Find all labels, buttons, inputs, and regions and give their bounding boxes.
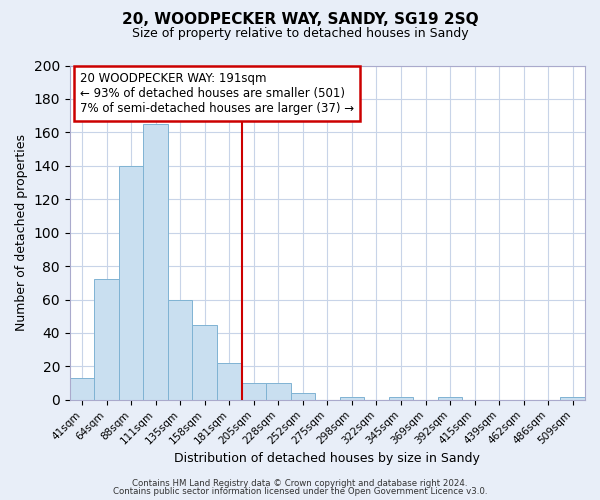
Text: Contains HM Land Registry data © Crown copyright and database right 2024.: Contains HM Land Registry data © Crown c… [132, 478, 468, 488]
Bar [94, 280, 119, 400]
Bar [168, 300, 193, 400]
Bar [290, 393, 315, 400]
Bar [193, 324, 217, 400]
Text: Contains public sector information licensed under the Open Government Licence v3: Contains public sector information licen… [113, 487, 487, 496]
Bar [340, 396, 364, 400]
X-axis label: Distribution of detached houses by size in Sandy: Distribution of detached houses by size … [175, 452, 481, 465]
Bar [70, 378, 94, 400]
Bar [266, 383, 290, 400]
Bar [438, 396, 463, 400]
Text: 20 WOODPECKER WAY: 191sqm
← 93% of detached houses are smaller (501)
7% of semi-: 20 WOODPECKER WAY: 191sqm ← 93% of detac… [80, 72, 354, 115]
Bar [560, 396, 585, 400]
Text: 20, WOODPECKER WAY, SANDY, SG19 2SQ: 20, WOODPECKER WAY, SANDY, SG19 2SQ [122, 12, 478, 28]
Bar [217, 363, 242, 400]
Bar [242, 383, 266, 400]
Bar [119, 166, 143, 400]
Y-axis label: Number of detached properties: Number of detached properties [15, 134, 28, 331]
Text: Size of property relative to detached houses in Sandy: Size of property relative to detached ho… [131, 28, 469, 40]
Bar [389, 396, 413, 400]
Bar [143, 124, 168, 400]
